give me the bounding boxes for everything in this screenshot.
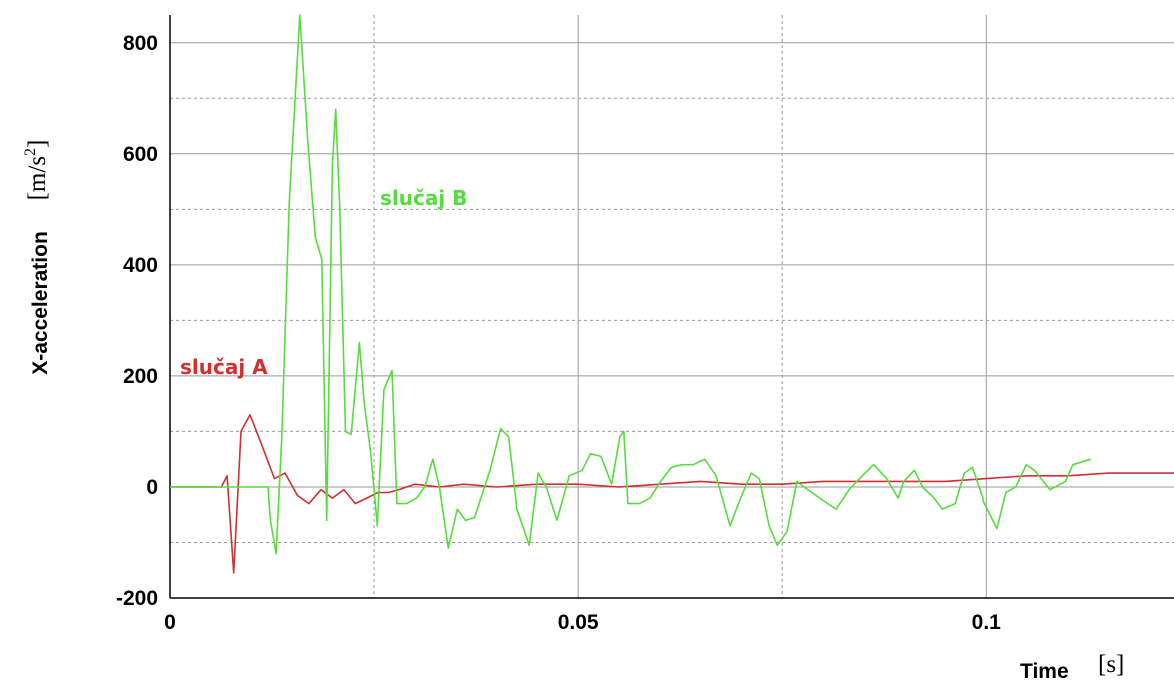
y-unit-end: ] xyxy=(24,140,51,148)
y-tick-label: -200 xyxy=(116,587,158,610)
x-tick-label: 0 xyxy=(164,611,176,634)
y-tick-label: 200 xyxy=(123,365,158,388)
y-tick-label: 800 xyxy=(123,32,158,55)
x-axis-unit: [s] xyxy=(1098,651,1124,678)
y-tick-label: 600 xyxy=(123,143,158,166)
x-tick-label: 0.1 xyxy=(972,611,1002,634)
y-unit-exponent: 2 xyxy=(22,148,39,156)
y-unit-base: [m/s xyxy=(24,156,51,200)
series-line-a xyxy=(170,413,1174,574)
y-tick-label: 400 xyxy=(123,254,158,277)
x-tick-label: 0.05 xyxy=(558,611,599,634)
x-axis-label: Time xyxy=(1020,660,1069,683)
y-tick-label: 0 xyxy=(146,476,158,499)
series-label-b: slučaj B xyxy=(380,186,467,210)
series-line-b xyxy=(170,14,1091,555)
y-axis-label: X-acceleration xyxy=(29,231,52,375)
series-lines xyxy=(170,14,1174,574)
y-axis-unit: [m/s2] xyxy=(22,140,51,201)
tick-labels: -200 0 200 400 600 800 0 0.05 0.1 xyxy=(116,32,1001,634)
grid xyxy=(170,15,1174,598)
series-label-a: slučaj A xyxy=(180,355,268,379)
axes xyxy=(169,15,1174,599)
